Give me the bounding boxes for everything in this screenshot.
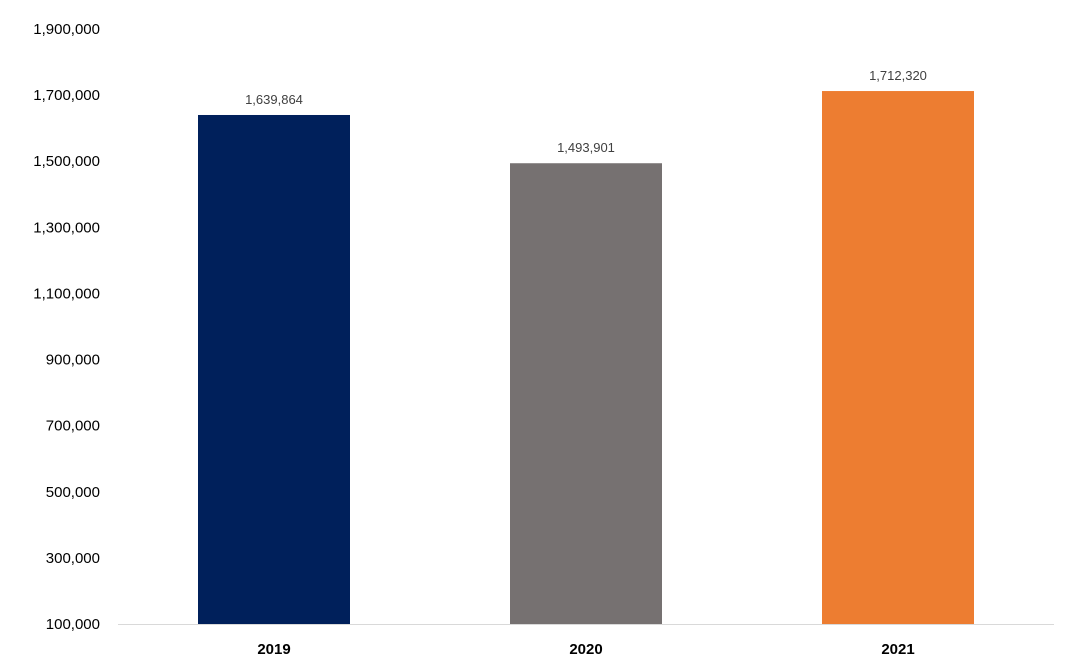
y-tick-label: 1,900,000 [33, 21, 100, 38]
x-tick-label: 2019 [257, 641, 290, 658]
y-axis-ticks: 100,000 300,000 500,000 700,000 900,000 1,100… [33, 21, 100, 633]
y-tick-label: 500,000 [46, 484, 100, 501]
bar-2020 [510, 163, 662, 624]
data-label-2020: 1,493,901 [557, 140, 615, 155]
bars [198, 91, 974, 624]
y-tick-label: 300,000 [46, 550, 100, 567]
y-tick-label: 1,700,000 [33, 87, 100, 104]
y-tick-label: 1,100,000 [33, 285, 100, 302]
y-tick-label: 700,000 [46, 418, 100, 435]
bar-2021 [822, 91, 974, 624]
bar-2019 [198, 114, 350, 624]
data-label-2019: 1,639,864 [245, 92, 303, 107]
data-label-2021: 1,712,320 [869, 68, 927, 83]
x-axis-labels: 2019 2020 2021 [257, 641, 914, 658]
x-tick-label: 2021 [881, 641, 914, 658]
y-tick-label: 900,000 [46, 352, 100, 369]
y-tick-label: 1,500,000 [33, 153, 100, 170]
data-labels: 1,639,864 1,493,901 1,712,320 [245, 68, 927, 155]
x-tick-label: 2020 [569, 641, 602, 658]
y-tick-label: 1,300,000 [33, 219, 100, 236]
y-tick-label: 100,000 [46, 616, 100, 633]
